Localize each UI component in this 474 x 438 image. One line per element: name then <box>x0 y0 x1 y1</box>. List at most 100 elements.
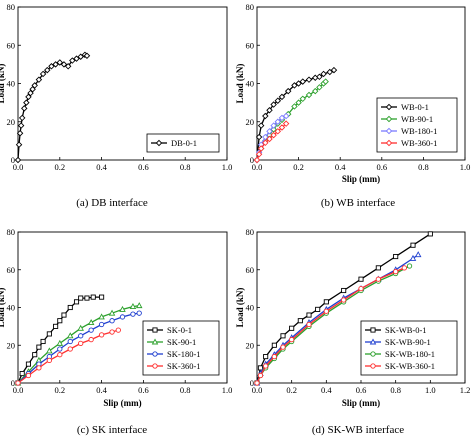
chart0-xtick-label: 0.2 <box>54 162 65 172</box>
chart2-caption: (c) SK interface <box>77 424 147 436</box>
chart3-series3-point11 <box>393 268 399 275</box>
chart0-legend <box>146 133 220 153</box>
chart0-series0-point4 <box>18 114 26 122</box>
chart3-xtick-label: 0.0 <box>252 385 263 395</box>
chart1-series3-point5 <box>270 131 277 139</box>
chart2-series3-point2 <box>36 365 42 371</box>
chart0-series0-point5 <box>21 105 28 112</box>
chart3-legend-marker-3 <box>370 363 376 369</box>
chart3-xtick-label: 1.2 <box>460 385 471 395</box>
chart2-series0-point4 <box>36 344 42 350</box>
chart-1: 0.0 0.2 0.4 0.6 0.8 1.0 0 20 40 60 80 Load (kN) Slip… <box>235 2 470 209</box>
chart3-series3-point0 <box>254 380 260 386</box>
chart1-series3-point3 <box>262 139 269 147</box>
chart2-xtick-label: 1.0 <box>222 385 233 395</box>
chart3-legend-marker-2 <box>370 351 376 357</box>
chart3-ytick-label: 60 <box>246 265 255 275</box>
chart3-series0-point12 <box>375 265 381 271</box>
chart2-series0-point13 <box>84 295 90 301</box>
chart2-series0-point8 <box>57 318 63 324</box>
chart2-series0-point9 <box>61 312 67 318</box>
chart2-legend-marker-3 <box>152 363 158 369</box>
chart3-series3-point5 <box>289 336 295 343</box>
chart1-ytick-label: 60 <box>246 40 255 50</box>
chart1-series3-point1 <box>255 151 263 158</box>
chart3-series3-point7 <box>323 308 329 314</box>
chart1-ytick-label: 80 <box>246 2 255 12</box>
chart0-legend-label-0: DB-0-1 <box>171 138 197 148</box>
chart3-series0-point4 <box>280 333 286 339</box>
chart2-series1-point7 <box>87 319 95 326</box>
chart1-ylabel: Load (kN) <box>235 64 245 104</box>
chart3-series0-point3 <box>271 342 277 348</box>
chart1-series0-point1 <box>255 133 263 141</box>
chart0-xtick-label: 0.6 <box>138 162 149 172</box>
chart1-series3-point8 <box>282 120 290 127</box>
chart2-series3-point9 <box>109 329 115 335</box>
chart1-legend-label-0: WB-0-1 <box>401 102 429 112</box>
chart1-series0-point12 <box>305 76 313 83</box>
chart2-series3-point0 <box>15 380 21 386</box>
chart1-series0-point2 <box>257 122 265 129</box>
chart2-series1-point8 <box>98 313 105 320</box>
chart0-caption: (a) DB interface <box>76 197 148 209</box>
chart1-legend-label-1: WB-90-1 <box>401 114 433 124</box>
chart0-xtick-label: 0.0 <box>13 162 24 172</box>
chart1-series3-point2 <box>257 145 265 152</box>
chart2-series2-point8 <box>98 321 105 328</box>
chart1-series0-point9 <box>291 82 298 89</box>
chart0-series0-point17 <box>60 61 68 68</box>
chart0-ytick-label: 0 <box>11 155 15 165</box>
chart3-legend-marker-1 <box>369 338 377 345</box>
chart0-series0-point18 <box>64 63 72 70</box>
chart2-series3-point7 <box>88 336 94 343</box>
chart2-series0-point12 <box>78 295 84 301</box>
chart0-ytick-label: 20 <box>7 117 16 127</box>
chart3-series3-point3 <box>271 353 277 360</box>
chart1-series0-point6 <box>274 97 282 104</box>
chart3-series0-point8 <box>315 306 321 312</box>
chart1-series2-point5 <box>270 122 277 129</box>
chart1-xtick-label: 0.2 <box>293 162 304 172</box>
chart0-ytick-label: 60 <box>7 40 16 50</box>
chart1-series1-point8 <box>291 103 298 110</box>
chart1-xtick-label: 0.4 <box>335 162 346 172</box>
chart2-xtick-label: 0.0 <box>13 385 24 395</box>
chart1-legend-marker-2 <box>385 127 393 135</box>
chart2-legend-marker-2 <box>152 351 158 357</box>
chart1-series0-point15 <box>320 70 327 78</box>
chart2-ytick-label: 0 <box>11 378 15 388</box>
chart2-ytick-label: 60 <box>7 265 16 275</box>
chart0-series0-point13 <box>44 66 51 74</box>
chart3-series3-point1 <box>257 372 264 379</box>
chart3-series3-point4 <box>280 344 286 350</box>
chart0-legend-marker-0 <box>155 139 163 147</box>
chart3-series3-point6 <box>306 321 312 328</box>
chart3-series0-point5 <box>289 325 295 331</box>
chart2-series3-point8 <box>98 332 105 338</box>
chart2-series0-point11 <box>73 299 80 305</box>
chart1-series0-point5 <box>270 101 277 108</box>
chart3-series3-point9 <box>358 285 364 292</box>
chart2-series1-point12 <box>135 302 143 309</box>
chart0-series0-point6 <box>23 99 30 106</box>
chart0-ytick-label: 40 <box>7 79 16 89</box>
chart2-legend-label-0: SK-0-1 <box>167 325 192 335</box>
chart2-series3-point6 <box>78 340 84 347</box>
chart2-series1-point9 <box>108 309 116 316</box>
chart0-series0-point8 <box>27 89 34 97</box>
chart2-series3-point10 <box>115 327 121 333</box>
chart1-legend-marker-3 <box>385 139 393 147</box>
chart2-series3-point4 <box>57 352 63 358</box>
chart2-series1-point11 <box>129 303 137 310</box>
chart3-series0-point6 <box>297 318 303 324</box>
chart3-series1-line <box>256 254 419 384</box>
chart1-series2-point4 <box>266 128 273 135</box>
chart1-series0-point4 <box>266 107 273 114</box>
chart1-series0-point7 <box>278 93 286 101</box>
chart3-xlabel: Slip (mm) <box>342 398 380 408</box>
chart3-caption: (d) SK-WB interface <box>312 424 404 436</box>
chart3-xtick-label: 0.8 <box>390 385 401 395</box>
chart1-series3-point7 <box>278 124 286 131</box>
